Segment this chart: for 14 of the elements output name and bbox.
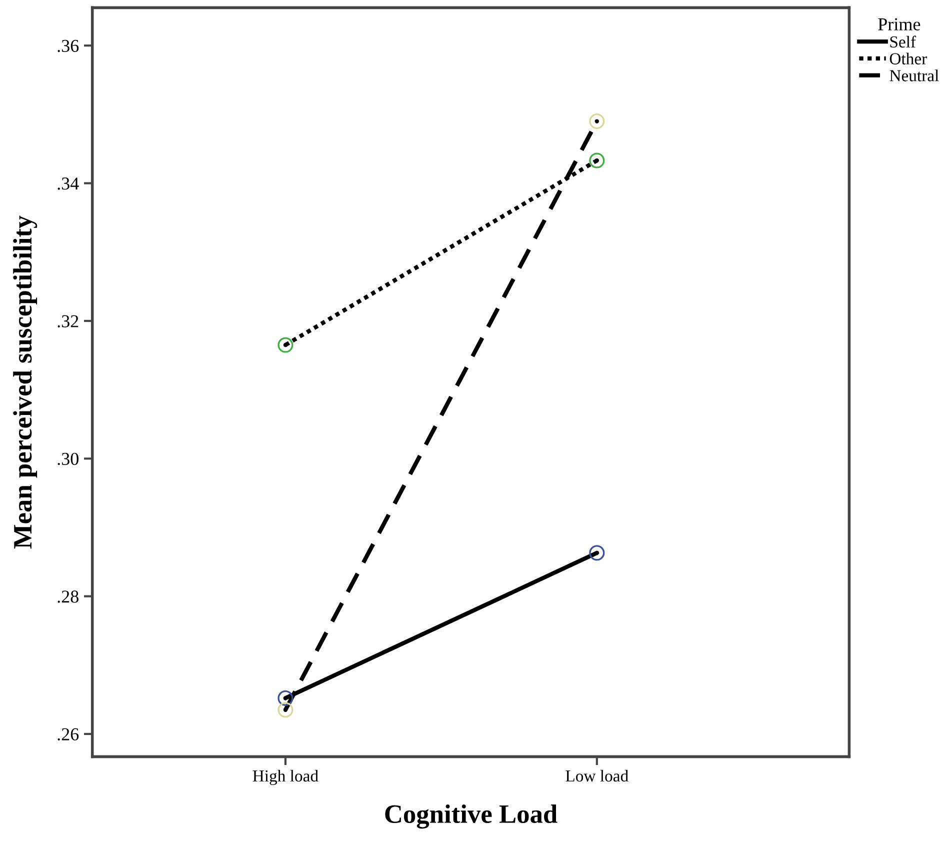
y-tick-label: .26 [58,728,79,740]
y-tick-label: .28 [58,590,78,603]
legend-label: Self [890,36,916,48]
x-tick-label: Low load [566,770,628,782]
y-tick-label: .36 [58,40,79,52]
y-tick-label: .34 [58,178,79,190]
x-axis-title: Cognitive Load [385,804,558,829]
legend-label: Neutral [890,70,939,82]
x-tick-label: High load [252,770,318,786]
legend-title: Prime [878,18,920,30]
legend-label: Other [890,52,927,64]
y-tick-label: .30 [58,452,78,466]
y-tick-label: .32 [58,315,78,328]
y-axis-title: Mean perceived susceptibility [13,216,38,549]
